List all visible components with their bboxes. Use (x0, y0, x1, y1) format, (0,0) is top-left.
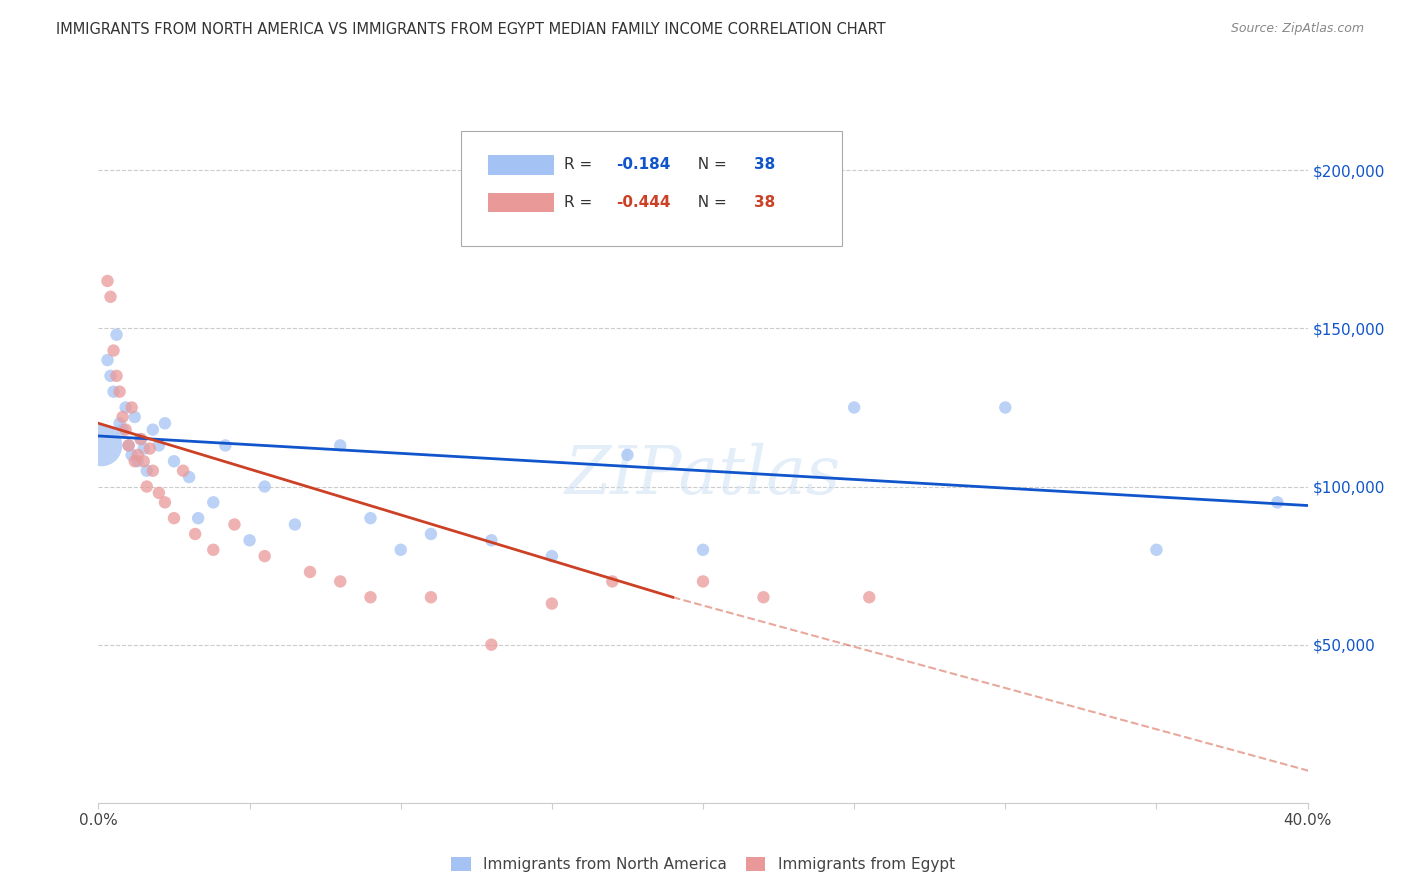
Point (118, 438, 141, 452)
Text: Source: ZipAtlas.com: Source: ZipAtlas.com (1230, 22, 1364, 36)
Point (299, 565, 322, 579)
Bar (488, 155, 554, 175)
Point (1144, 542, 1167, 557)
Text: R =: R = (564, 157, 598, 172)
Text: N =: N = (689, 194, 733, 210)
Point (127, 448, 149, 462)
Point (121, 401, 143, 415)
Point (96, 274, 118, 288)
Point (100, 290, 122, 304)
Legend: Immigrants from North America, Immigrants from Egypt: Immigrants from North America, Immigrant… (444, 849, 962, 880)
Point (692, 574, 714, 589)
Point (139, 442, 162, 456)
Point (184, 527, 207, 541)
Point (153, 495, 176, 509)
Point (202, 495, 225, 509)
Text: 38: 38 (754, 194, 775, 210)
Point (103, 343, 125, 358)
Text: -0.444: -0.444 (616, 194, 671, 210)
Point (163, 454, 186, 468)
Point (142, 464, 165, 478)
Point (224, 517, 246, 532)
Point (172, 464, 194, 478)
Point (148, 438, 170, 452)
Point (284, 517, 307, 532)
Point (202, 542, 225, 557)
Bar (488, 193, 554, 212)
Text: 38: 38 (754, 157, 775, 172)
Point (994, 401, 1017, 415)
Point (602, 574, 624, 589)
Point (420, 527, 443, 541)
Point (108, 384, 131, 399)
Text: N =: N = (689, 157, 733, 172)
Point (132, 454, 155, 468)
Point (179, 470, 201, 484)
Point (360, 511, 382, 525)
Point (132, 442, 155, 456)
Point (127, 454, 149, 468)
Point (108, 417, 131, 431)
Point (540, 549, 562, 563)
Point (239, 533, 262, 548)
Point (752, 591, 775, 605)
Point (163, 511, 186, 525)
Point (142, 423, 165, 437)
Point (135, 464, 157, 478)
Point (253, 479, 276, 493)
Point (111, 409, 134, 424)
Point (187, 511, 209, 525)
Point (389, 542, 412, 557)
Point (214, 438, 236, 452)
Point (105, 327, 128, 342)
Point (114, 423, 136, 437)
Point (858, 591, 880, 605)
Point (420, 591, 443, 605)
Point (100, 368, 122, 383)
Point (481, 533, 503, 548)
Point (124, 454, 146, 468)
Text: ZIPatlas: ZIPatlas (565, 443, 841, 508)
Point (129, 432, 152, 446)
Point (124, 409, 146, 424)
Point (844, 401, 866, 415)
Point (153, 417, 176, 431)
Point (114, 401, 136, 415)
Text: R =: R = (564, 194, 598, 210)
Point (540, 597, 562, 611)
Point (118, 438, 141, 452)
Point (96, 353, 118, 368)
Point (135, 479, 157, 493)
Point (129, 432, 152, 446)
Point (90, 438, 112, 452)
Point (121, 448, 143, 462)
Point (329, 574, 352, 589)
Point (105, 368, 128, 383)
Text: -0.184: -0.184 (616, 157, 671, 172)
Point (481, 638, 503, 652)
Point (253, 549, 276, 563)
Point (616, 448, 638, 462)
Point (111, 423, 134, 437)
Point (329, 438, 352, 452)
FancyBboxPatch shape (461, 131, 842, 246)
Point (1267, 495, 1289, 509)
Point (692, 542, 714, 557)
Point (148, 486, 170, 500)
Point (103, 384, 125, 399)
Point (360, 591, 382, 605)
Text: IMMIGRANTS FROM NORTH AMERICA VS IMMIGRANTS FROM EGYPT MEDIAN FAMILY INCOME CORR: IMMIGRANTS FROM NORTH AMERICA VS IMMIGRA… (56, 22, 886, 37)
